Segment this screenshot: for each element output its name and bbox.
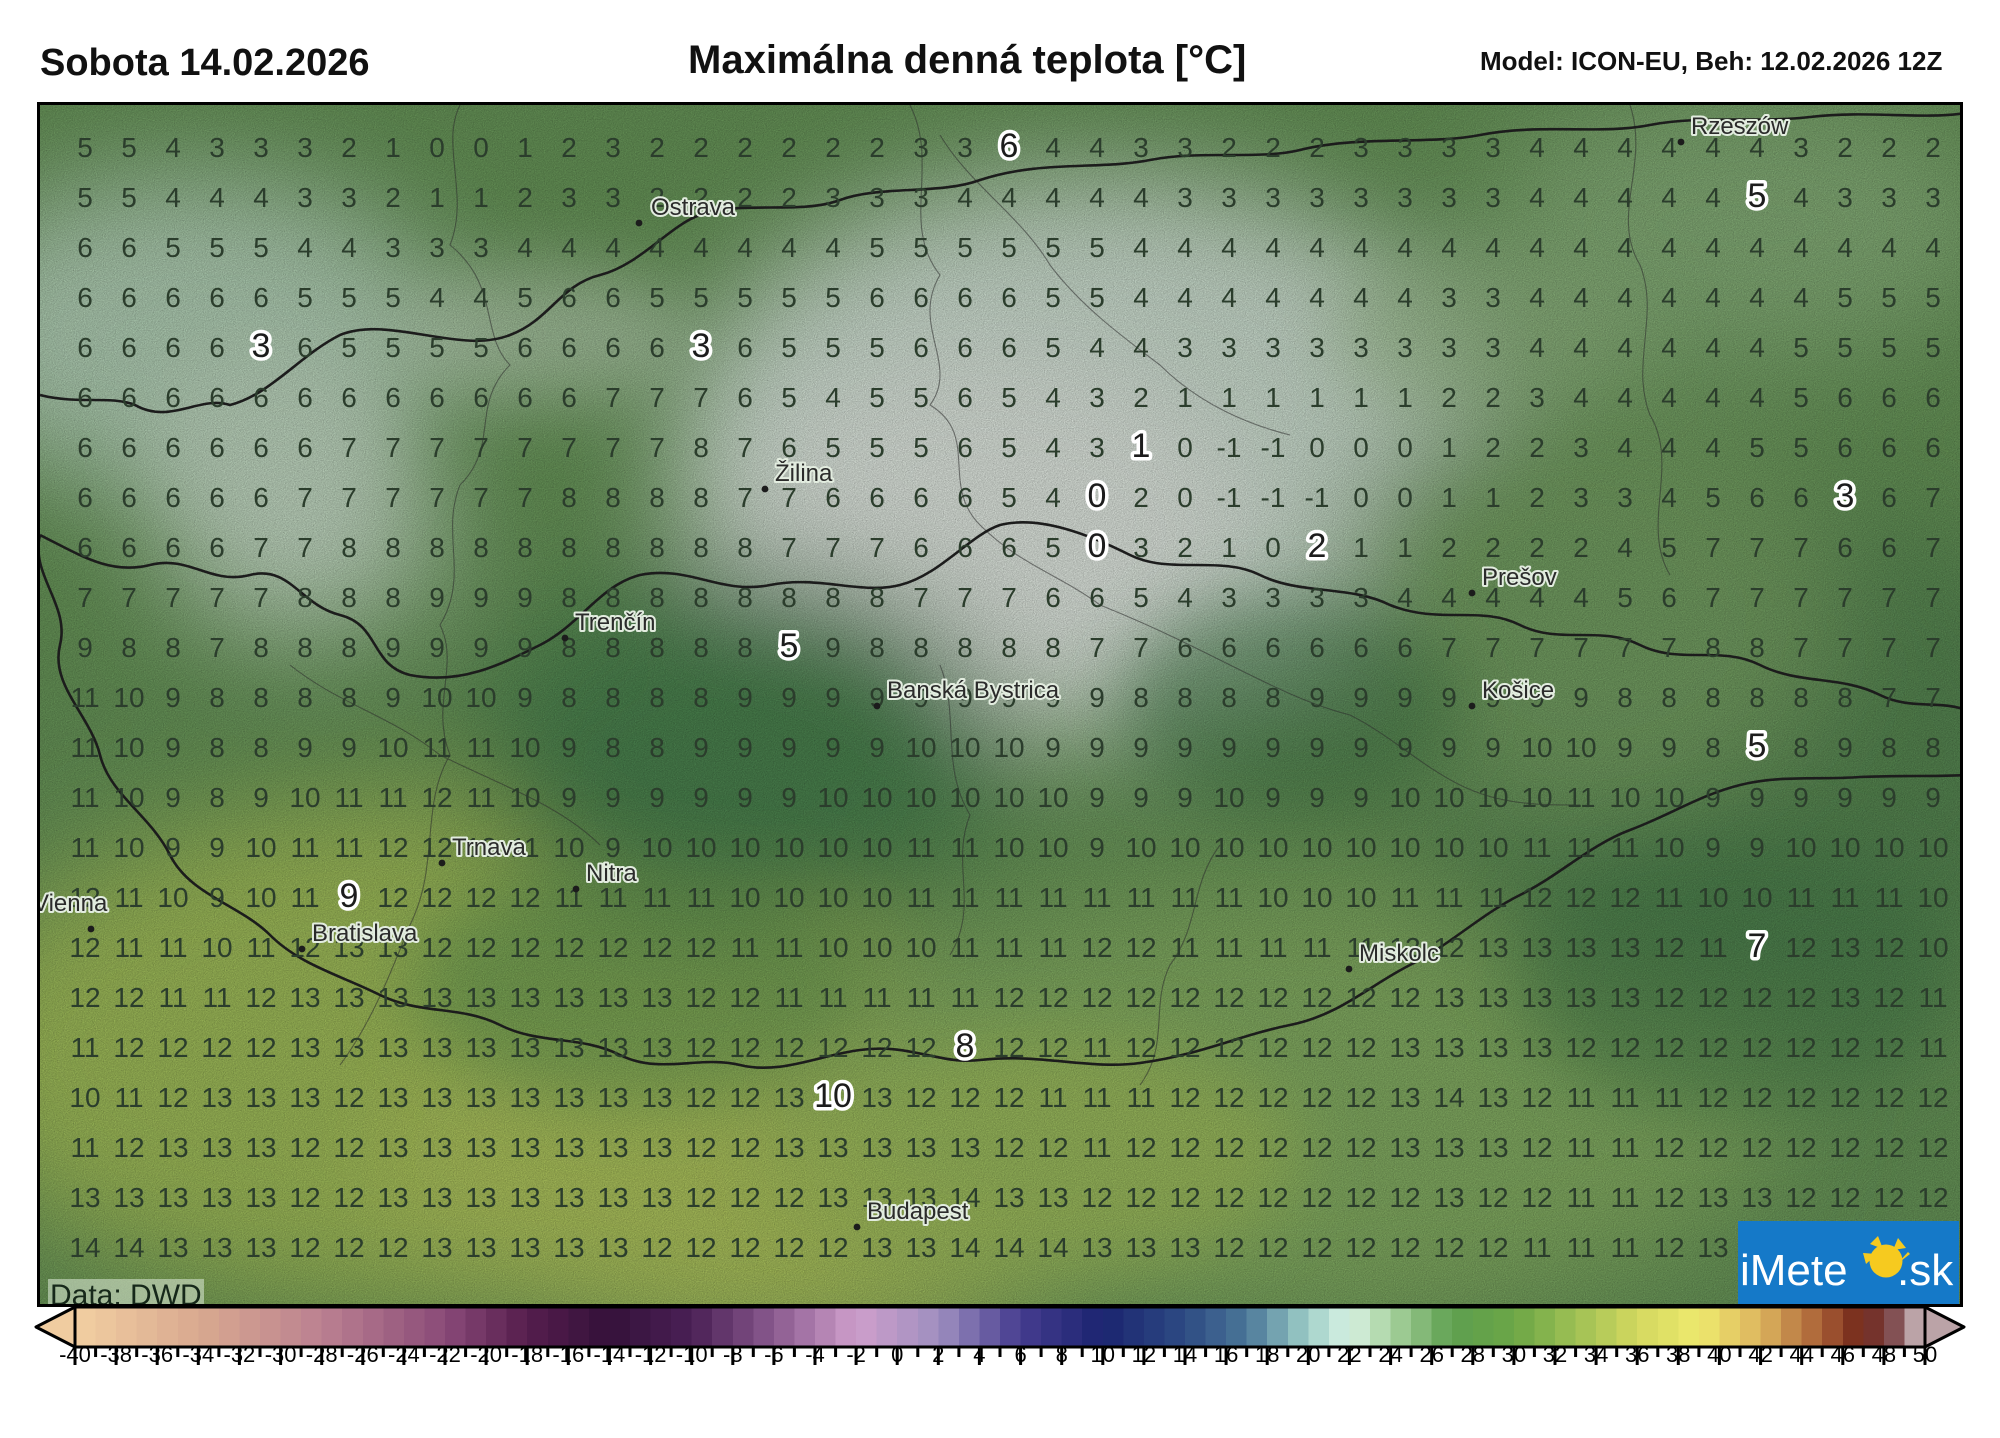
svg-text:14: 14	[1173, 1342, 1197, 1367]
svg-text:-22: -22	[429, 1342, 461, 1367]
svg-text:-8: -8	[723, 1342, 743, 1367]
svg-text:44: 44	[1789, 1342, 1813, 1367]
svg-text:8: 8	[1056, 1342, 1068, 1367]
svg-text:Bratislava: Bratislava	[312, 920, 418, 947]
svg-text:28: 28	[1461, 1342, 1485, 1367]
svg-text:36: 36	[1625, 1342, 1649, 1367]
svg-text:6: 6	[1014, 1342, 1026, 1367]
svg-text:-14: -14	[594, 1342, 626, 1367]
svg-text:48: 48	[1872, 1342, 1896, 1367]
svg-text:2: 2	[932, 1342, 944, 1367]
svg-text:Banská Bystrica: Banská Bystrica	[887, 677, 1060, 704]
svg-text:-4: -4	[805, 1342, 825, 1367]
svg-text:38: 38	[1666, 1342, 1690, 1367]
svg-text:-34: -34	[182, 1342, 214, 1367]
svg-text:12: 12	[1961, 1182, 1963, 1213]
svg-text:.sk: .sk	[1897, 1246, 1954, 1295]
svg-text:-26: -26	[347, 1342, 379, 1367]
svg-text:Nitra: Nitra	[586, 860, 637, 887]
svg-text:-2: -2	[846, 1342, 866, 1367]
svg-text:30: 30	[1502, 1342, 1526, 1367]
svg-text:32: 32	[1543, 1342, 1567, 1367]
svg-text:Ostrava: Ostrava	[651, 194, 736, 221]
svg-text:-30: -30	[265, 1342, 297, 1367]
svg-text:10: 10	[1091, 1342, 1115, 1367]
svg-text:-6: -6	[764, 1342, 784, 1367]
svg-text:iMete: iMete	[1740, 1246, 1848, 1295]
svg-text:46: 46	[1831, 1342, 1855, 1367]
svg-text:50: 50	[1913, 1342, 1937, 1367]
svg-text:4: 4	[973, 1342, 985, 1367]
svg-text:12: 12	[1132, 1342, 1156, 1367]
svg-text:34: 34	[1584, 1342, 1608, 1367]
svg-text:11: 11	[1962, 1082, 1963, 1113]
svg-text:Trnava: Trnava	[452, 834, 526, 861]
svg-text:-40: -40	[59, 1342, 91, 1367]
svg-text:Budapest: Budapest	[867, 1198, 969, 1225]
svg-text:10: 10	[1961, 982, 1963, 1013]
svg-text:Košice: Košice	[1482, 677, 1554, 704]
svg-text:-18: -18	[511, 1342, 543, 1367]
svg-text:Žilina: Žilina	[775, 460, 833, 487]
svg-text:10: 10	[1961, 832, 1963, 863]
svg-text:11: 11	[1962, 1032, 1963, 1063]
svg-text:10: 10	[1961, 882, 1963, 913]
svg-text:12: 12	[1961, 1232, 1963, 1263]
svg-text:-16: -16	[552, 1342, 584, 1367]
svg-text:Miskolc: Miskolc	[1359, 940, 1439, 967]
svg-text:0: 0	[891, 1342, 903, 1367]
svg-text:-38: -38	[100, 1342, 132, 1367]
svg-text:-28: -28	[306, 1342, 338, 1367]
svg-text:Rzeszów: Rzeszów	[1691, 113, 1789, 140]
svg-text:-20: -20	[470, 1342, 502, 1367]
svg-text:20: 20	[1296, 1342, 1320, 1367]
svg-text:-10: -10	[676, 1342, 708, 1367]
svg-text:-36: -36	[141, 1342, 173, 1367]
svg-text:24: 24	[1378, 1342, 1402, 1367]
svg-text:18: 18	[1255, 1342, 1279, 1367]
svg-text:-12: -12	[635, 1342, 667, 1367]
svg-text:26: 26	[1419, 1342, 1443, 1367]
svg-text:-32: -32	[224, 1342, 256, 1367]
svg-text:Trenčín: Trenčín	[575, 609, 655, 636]
svg-text:Vienna: Vienna	[40, 890, 108, 917]
svg-text:40: 40	[1707, 1342, 1731, 1367]
svg-text:-24: -24	[388, 1342, 420, 1367]
svg-text:16: 16	[1214, 1342, 1238, 1367]
svg-text:12: 12	[1961, 1132, 1963, 1163]
svg-text:22: 22	[1337, 1342, 1361, 1367]
svg-text:42: 42	[1748, 1342, 1772, 1367]
svg-text:Prešov: Prešov	[1482, 564, 1557, 591]
